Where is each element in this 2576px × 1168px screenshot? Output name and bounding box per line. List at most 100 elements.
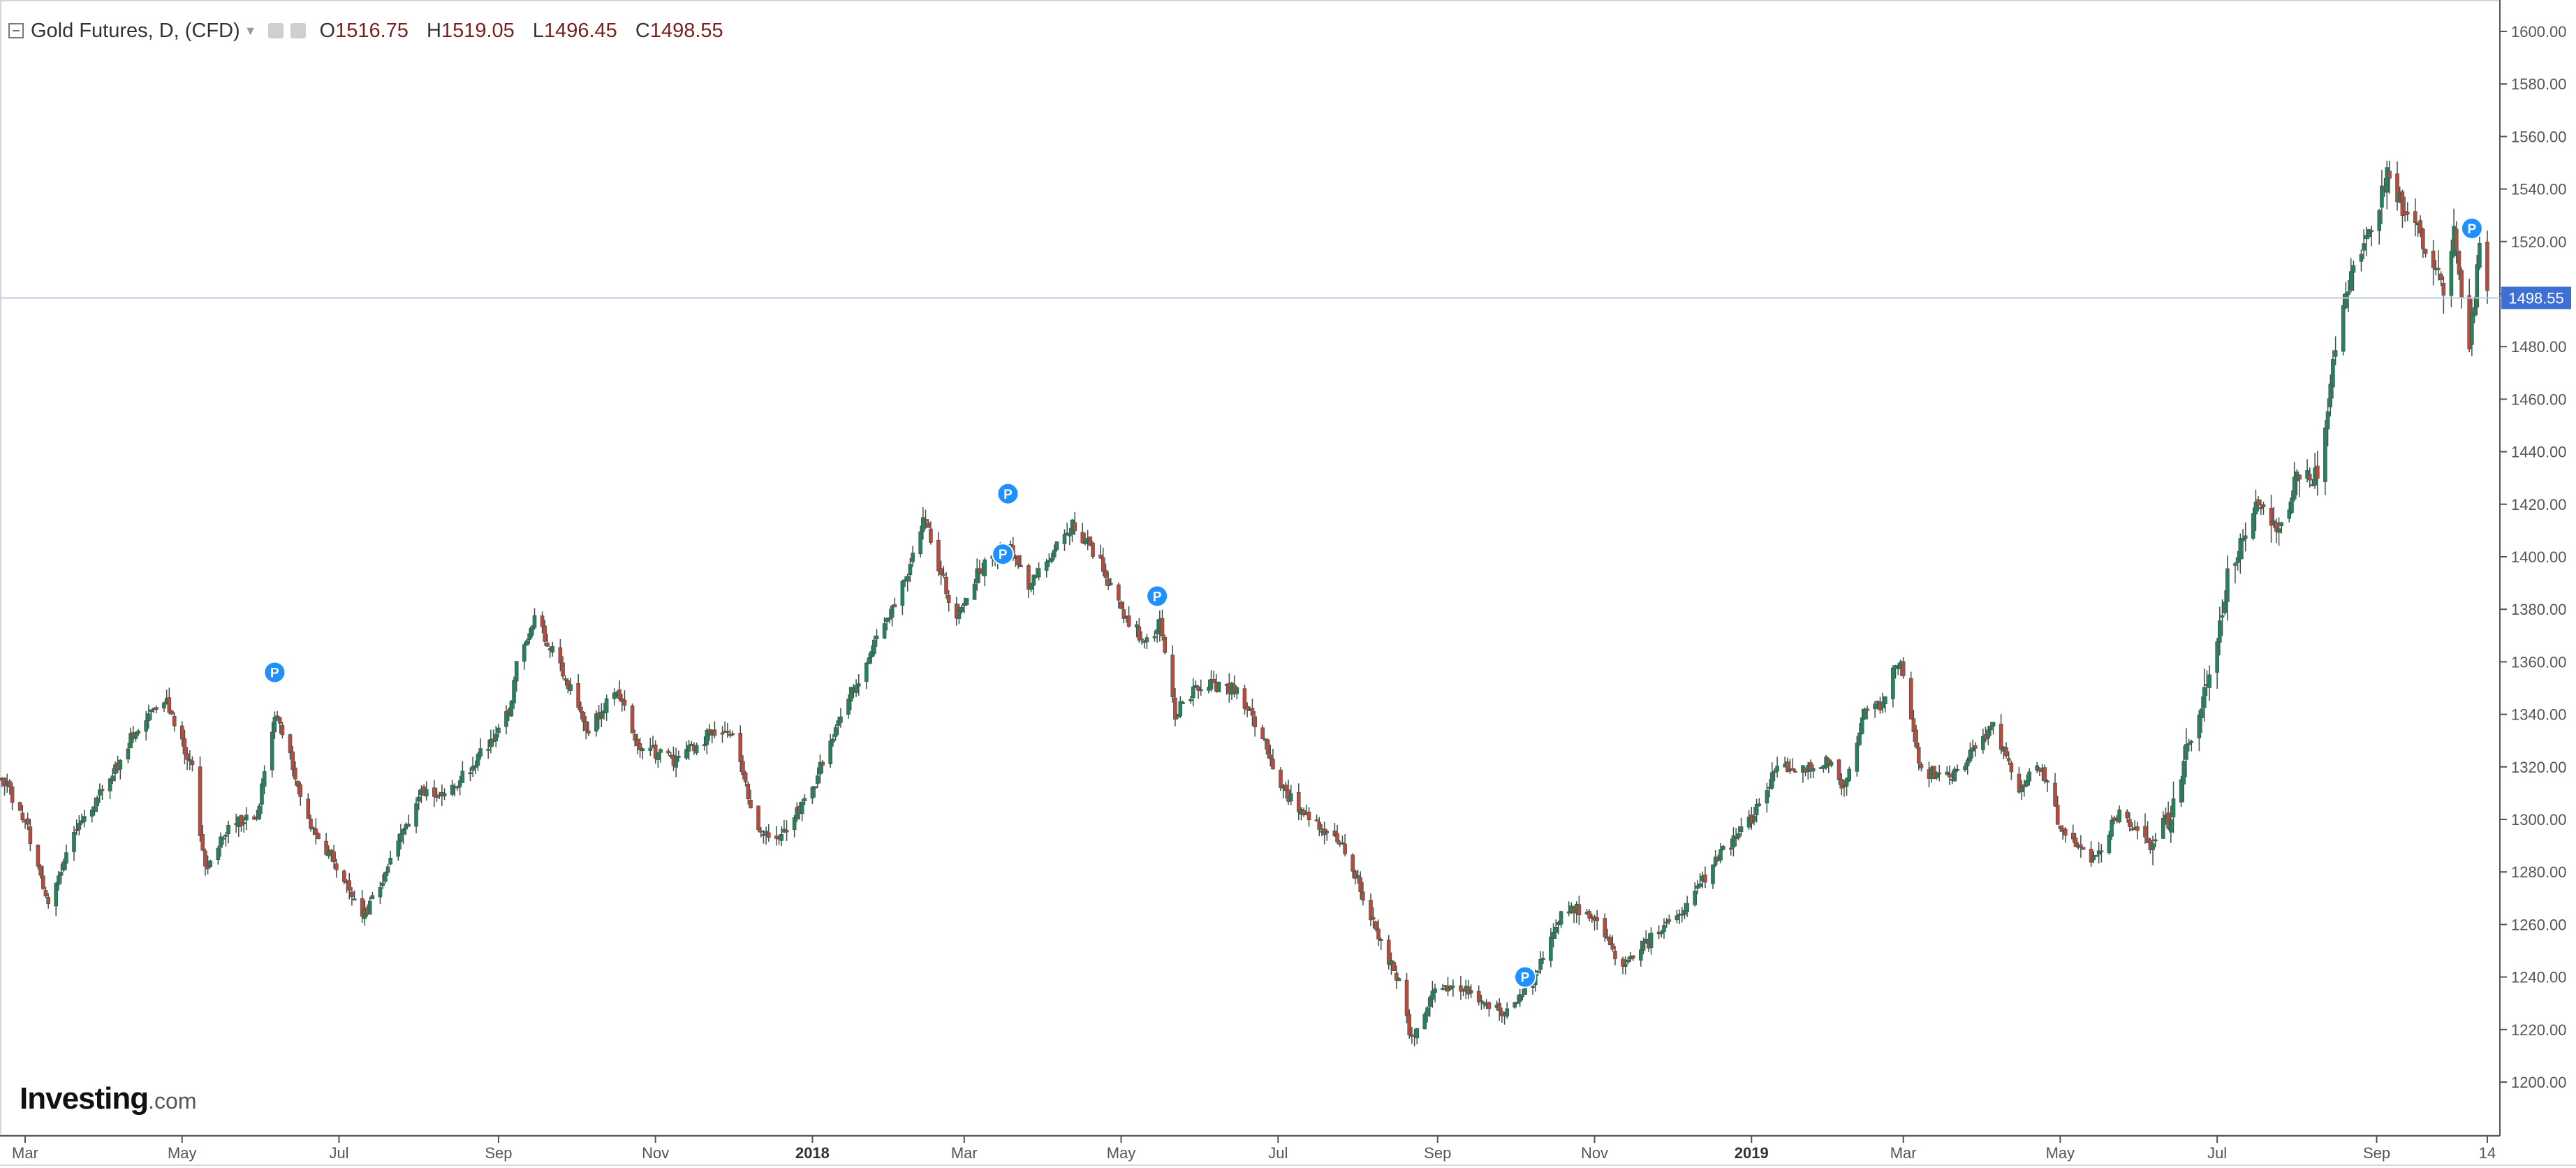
candle-body [457, 780, 462, 787]
candle-body [1955, 769, 1959, 771]
candle-body [270, 731, 274, 771]
open-value: 1516.75 [335, 19, 409, 42]
candle-body [2290, 497, 2294, 513]
candle-body [1883, 696, 1887, 704]
candle-body [622, 699, 627, 706]
candle-body [1044, 561, 1049, 571]
event-marker[interactable] [1146, 585, 1169, 608]
y-tick-label: 1240.00 [2511, 969, 2567, 986]
candle-body [2362, 243, 2366, 251]
candle-body [208, 860, 213, 868]
candle-body [347, 880, 352, 891]
candle-body [1893, 665, 1898, 669]
candle-body [1404, 979, 1409, 1016]
candle-body [1607, 937, 1612, 946]
candle-body [1216, 681, 1221, 692]
candle-body [2385, 167, 2390, 193]
y-tick-label: 1440.00 [2511, 444, 2567, 461]
candle-body [2024, 780, 2029, 787]
candle-body [2418, 220, 2423, 234]
candle-body [1193, 685, 1198, 687]
event-marker[interactable] [263, 661, 286, 684]
candle-body [800, 801, 804, 815]
candle-body [1307, 811, 1311, 821]
candle-body [1101, 557, 1105, 572]
event-marker[interactable] [992, 543, 1015, 566]
candle-body [1981, 736, 1985, 750]
candle-body [1610, 943, 1615, 950]
candle-body [216, 847, 221, 861]
candle-body [1253, 716, 1257, 728]
candle-body [72, 831, 76, 852]
event-marker[interactable] [2460, 217, 2483, 240]
candle-body [1091, 542, 1095, 557]
candle-body [833, 727, 838, 737]
candle-body [2441, 283, 2446, 295]
candle-body [2325, 411, 2330, 430]
candle-body [385, 866, 390, 873]
candle-body [1031, 574, 1036, 586]
candle-body [275, 715, 279, 718]
candle-body [1188, 699, 1193, 701]
candle-body [911, 553, 915, 562]
investing-logo[interactable]: Investing.com [20, 1081, 197, 1116]
candle-body [314, 828, 318, 835]
candle-body [2200, 708, 2204, 718]
y-tick-label: 1380.00 [2511, 601, 2567, 618]
candle-body [1482, 1002, 1486, 1005]
candle-body [57, 875, 61, 885]
candle-body [1325, 831, 1330, 833]
candle-body [64, 852, 68, 864]
event-marker[interactable] [1514, 965, 1537, 988]
candle-body [2143, 826, 2147, 838]
candle-body [2233, 563, 2237, 566]
candle-body [2128, 819, 2132, 827]
event-marker[interactable] [996, 482, 1020, 505]
candle-body [414, 803, 418, 827]
candle-body [2395, 173, 2399, 203]
candle-body [543, 625, 547, 642]
settings-icon[interactable] [267, 23, 284, 38]
candle-body [568, 684, 573, 691]
candle-body [882, 623, 887, 638]
candle-body [2081, 847, 2086, 850]
candle-body [584, 721, 589, 731]
candle-body [1358, 877, 1363, 892]
candle-body [1476, 991, 1481, 1002]
candle-body [172, 715, 177, 727]
candle-body [1497, 1002, 1501, 1012]
candle-body [2079, 844, 2083, 848]
candle-body [545, 643, 550, 647]
candle-body [1965, 759, 1970, 766]
candle-body [972, 583, 977, 600]
chevron-down-icon[interactable]: ▼ [244, 23, 257, 38]
candle-body [2369, 230, 2374, 233]
candle-body [244, 815, 249, 821]
candle-body [2038, 768, 2042, 772]
candle-body [579, 706, 583, 713]
x-tick-label: Jul [1268, 1144, 1288, 1162]
candle-body [1857, 732, 1862, 745]
candle-body [2125, 811, 2129, 819]
candle-body [2215, 641, 2219, 673]
x-tick-label: Sep [1424, 1144, 1451, 1162]
symbol-title[interactable]: Gold Futures, D, (CFD) [31, 19, 240, 42]
candle-body [1577, 904, 1582, 916]
hide-series-icon[interactable] [290, 23, 306, 38]
candle-body [738, 732, 743, 762]
candle-body [957, 609, 962, 619]
candle-body [792, 817, 797, 831]
candle-body [1971, 747, 1975, 752]
candle-body [110, 775, 115, 781]
candle-body [1173, 697, 1177, 720]
candle-body [1052, 549, 1057, 558]
candle-body [92, 806, 97, 812]
candle-body [1682, 910, 1687, 915]
candle-body [460, 771, 465, 783]
candle-body [648, 747, 653, 752]
collapse-legend-icon[interactable] [8, 23, 24, 38]
candle-body [309, 818, 313, 829]
candle-body [885, 618, 890, 622]
